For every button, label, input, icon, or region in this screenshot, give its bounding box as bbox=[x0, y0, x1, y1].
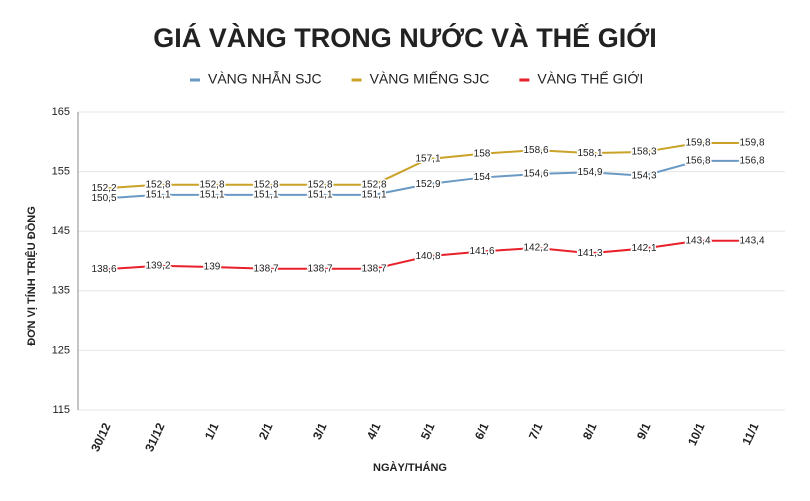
value-label: 158 bbox=[474, 148, 491, 159]
x-tick-label: 1/1 bbox=[202, 420, 222, 441]
value-label: 157,1 bbox=[415, 154, 440, 165]
x-tick-label: 10/1 bbox=[685, 420, 708, 447]
y-axis-title: ĐƠN VỊ TÍNH TRIỆU ĐỒNG bbox=[25, 206, 38, 346]
y-tick-label: 155 bbox=[52, 166, 70, 178]
value-label: 139 bbox=[204, 262, 221, 273]
value-label: 142,1 bbox=[631, 243, 656, 254]
value-label: 139,2 bbox=[145, 260, 170, 271]
x-tick-label: 4/1 bbox=[364, 420, 384, 441]
value-label: 151,1 bbox=[199, 189, 224, 200]
value-label: 152,8 bbox=[253, 179, 278, 190]
value-label: 140,8 bbox=[415, 251, 440, 262]
series-line bbox=[103, 239, 752, 271]
value-label: 151,1 bbox=[145, 189, 170, 200]
value-label: 143,4 bbox=[739, 235, 764, 246]
x-tick-label: 11/1 bbox=[739, 420, 761, 447]
value-label: 152,2 bbox=[91, 183, 116, 194]
x-tick-label: 2/1 bbox=[256, 420, 276, 441]
x-tick-label: 5/1 bbox=[418, 420, 438, 441]
value-label: 158,1 bbox=[577, 148, 602, 159]
x-tick-label: 8/1 bbox=[580, 420, 600, 441]
x-tick-label: 7/1 bbox=[526, 420, 546, 441]
legend-label: VÀNG MIẾNG SJC bbox=[370, 71, 490, 87]
value-label: 152,8 bbox=[145, 179, 170, 190]
series-line bbox=[103, 141, 752, 190]
x-tick-label: 3/1 bbox=[310, 420, 330, 441]
series-line bbox=[103, 159, 752, 200]
value-label: 138,7 bbox=[361, 263, 386, 274]
value-label: 141,3 bbox=[577, 248, 602, 259]
x-tick-label: 30/12 bbox=[88, 420, 114, 453]
value-label: 154,3 bbox=[631, 170, 656, 181]
x-tick-label: 6/1 bbox=[472, 420, 492, 441]
value-label: 154,6 bbox=[523, 169, 548, 180]
value-label: 152,8 bbox=[307, 179, 332, 190]
value-label: 152,8 bbox=[199, 179, 224, 190]
legend-label: VÀNG THẾ GIỚI bbox=[537, 71, 643, 87]
value-label: 151,1 bbox=[253, 189, 278, 200]
value-label: 138,7 bbox=[253, 263, 278, 274]
value-label: 156,8 bbox=[739, 156, 764, 167]
y-tick-label: 135 bbox=[52, 285, 70, 297]
value-label: 158,6 bbox=[523, 145, 548, 156]
value-label: 152,8 bbox=[361, 179, 386, 190]
x-tick-label: 9/1 bbox=[634, 420, 654, 441]
value-label: 143,4 bbox=[685, 235, 710, 246]
y-tick-label: 115 bbox=[52, 404, 70, 416]
y-tick-label: 165 bbox=[52, 106, 70, 118]
x-tick-label: 31/12 bbox=[142, 420, 168, 453]
value-label: 159,8 bbox=[685, 138, 710, 149]
value-label: 156,8 bbox=[685, 156, 710, 167]
value-label: 141,6 bbox=[469, 246, 494, 257]
legend-label: VÀNG NHẪN SJC bbox=[208, 71, 322, 87]
value-label: 151,1 bbox=[361, 189, 386, 200]
value-label: 152,9 bbox=[415, 179, 440, 190]
value-label: 138,7 bbox=[307, 263, 332, 274]
y-tick-label: 125 bbox=[52, 344, 70, 356]
value-label: 151,1 bbox=[307, 189, 332, 200]
value-label: 159,8 bbox=[739, 138, 764, 149]
chart-title: GIÁ VÀNG TRONG NƯỚC VÀ THẾ GIỚI bbox=[153, 22, 656, 53]
value-label: 142,2 bbox=[523, 243, 548, 254]
value-label: 158,3 bbox=[631, 147, 656, 158]
y-tick-label: 145 bbox=[52, 225, 70, 237]
value-label: 154,9 bbox=[577, 167, 602, 178]
value-label: 154 bbox=[474, 172, 491, 183]
value-label: 138,6 bbox=[91, 264, 116, 275]
x-axis-title: NGÀY/THÁNG bbox=[373, 461, 447, 474]
value-label: 150,5 bbox=[91, 193, 116, 204]
